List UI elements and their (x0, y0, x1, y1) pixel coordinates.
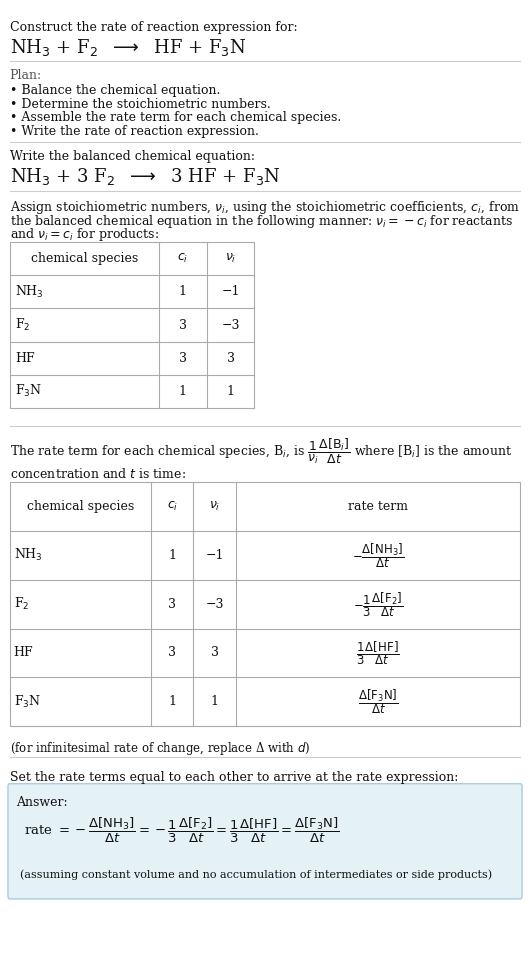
Text: 3: 3 (179, 351, 187, 365)
Text: −3: −3 (222, 318, 240, 332)
Text: rate $= -\dfrac{\Delta[\mathrm{NH_3}]}{\Delta t} = -\dfrac{1}{3}\dfrac{\Delta[\m: rate $= -\dfrac{\Delta[\mathrm{NH_3}]}{\… (24, 816, 340, 845)
Text: 3: 3 (179, 318, 187, 332)
Text: F$_3$N: F$_3$N (15, 384, 42, 399)
Text: HF: HF (15, 351, 34, 365)
Text: NH$_3$ + 3 F$_2$  $\longrightarrow$  3 HF + F$_3$N: NH$_3$ + 3 F$_2$ $\longrightarrow$ 3 HF … (10, 166, 280, 187)
Text: • Balance the chemical equation.: • Balance the chemical equation. (10, 84, 220, 97)
Text: the balanced chemical equation in the following manner: $\nu_i = -c_i$ for react: the balanced chemical equation in the fo… (10, 213, 513, 229)
Text: F$_2$: F$_2$ (15, 317, 30, 333)
Text: $-\dfrac{1}{3}\dfrac{\Delta[\mathrm{F_2}]}{\Delta t}$: $-\dfrac{1}{3}\dfrac{\Delta[\mathrm{F_2}… (353, 590, 403, 619)
Text: −1: −1 (222, 285, 240, 299)
Text: $\dfrac{1}{3}\dfrac{\Delta[\mathrm{HF}]}{\Delta t}$: $\dfrac{1}{3}\dfrac{\Delta[\mathrm{HF}]}… (356, 639, 400, 667)
Text: • Write the rate of reaction expression.: • Write the rate of reaction expression. (10, 125, 259, 138)
Text: Answer:: Answer: (16, 796, 67, 809)
Text: 1: 1 (179, 385, 187, 398)
Text: The rate term for each chemical species, B$_i$, is $\dfrac{1}{\nu_i}\dfrac{\Delt: The rate term for each chemical species,… (10, 437, 511, 467)
Bar (10, 482, 520, 726)
Text: NH$_3$: NH$_3$ (14, 548, 42, 563)
Text: −3: −3 (206, 597, 224, 611)
Text: and $\nu_i = c_i$ for products:: and $\nu_i = c_i$ for products: (10, 226, 158, 243)
Text: $-\dfrac{\Delta[\mathrm{NH_3}]}{\Delta t}$: $-\dfrac{\Delta[\mathrm{NH_3}]}{\Delta t… (352, 541, 404, 570)
Text: 1: 1 (168, 695, 176, 709)
Text: rate term: rate term (348, 500, 408, 513)
Text: 3: 3 (168, 597, 176, 611)
Text: Set the rate terms equal to each other to arrive at the rate expression:: Set the rate terms equal to each other t… (10, 771, 458, 784)
Text: $c_i$: $c_i$ (166, 500, 178, 513)
Text: $c_i$: $c_i$ (177, 252, 189, 265)
Text: chemical species: chemical species (31, 252, 138, 265)
Text: Write the balanced chemical equation:: Write the balanced chemical equation: (10, 150, 254, 163)
Text: 1: 1 (210, 695, 219, 709)
Text: 1: 1 (226, 385, 235, 398)
Bar (10, 242, 254, 408)
Text: chemical species: chemical species (26, 500, 134, 513)
Text: 1: 1 (179, 285, 187, 299)
Text: (for infinitesimal rate of change, replace Δ with $d$): (for infinitesimal rate of change, repla… (10, 740, 310, 756)
Text: • Determine the stoichiometric numbers.: • Determine the stoichiometric numbers. (10, 98, 270, 110)
Text: Assign stoichiometric numbers, $\nu_i$, using the stoichiometric coefficients, $: Assign stoichiometric numbers, $\nu_i$, … (10, 199, 519, 216)
Text: F$_2$: F$_2$ (14, 596, 29, 612)
Text: Construct the rate of reaction expression for:: Construct the rate of reaction expressio… (10, 21, 297, 34)
Text: • Assemble the rate term for each chemical species.: • Assemble the rate term for each chemic… (10, 111, 341, 124)
Text: Plan:: Plan: (10, 69, 42, 82)
Text: $\dfrac{\Delta[\mathrm{F_3N}]}{\Delta t}$: $\dfrac{\Delta[\mathrm{F_3N}]}{\Delta t}… (358, 687, 399, 716)
Text: F$_3$N: F$_3$N (14, 694, 41, 710)
Text: NH$_3$ + F$_2$  $\longrightarrow$  HF + F$_3$N: NH$_3$ + F$_2$ $\longrightarrow$ HF + F$… (10, 37, 246, 59)
Text: HF: HF (14, 646, 33, 660)
Text: 3: 3 (210, 646, 219, 660)
Text: −1: −1 (206, 549, 224, 562)
Text: (assuming constant volume and no accumulation of intermediates or side products): (assuming constant volume and no accumul… (20, 870, 492, 880)
Text: NH$_3$: NH$_3$ (15, 284, 43, 300)
Text: 1: 1 (168, 549, 176, 562)
Text: 3: 3 (226, 351, 235, 365)
FancyBboxPatch shape (8, 784, 522, 899)
Text: $\nu_i$: $\nu_i$ (209, 500, 220, 513)
Text: concentration and $t$ is time:: concentration and $t$ is time: (10, 467, 185, 480)
Text: 3: 3 (168, 646, 176, 660)
Text: $\nu_i$: $\nu_i$ (225, 252, 236, 265)
